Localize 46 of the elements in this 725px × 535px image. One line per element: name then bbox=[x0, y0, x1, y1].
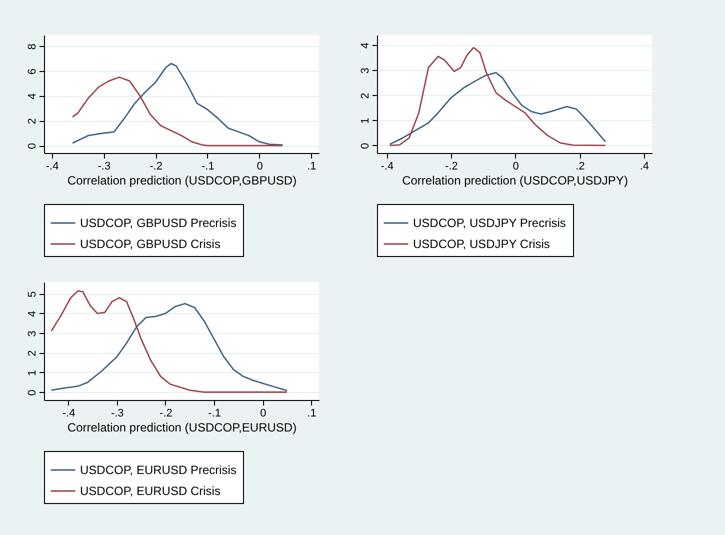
y-tick-label: 0 bbox=[360, 142, 372, 150]
y-tick-label: 4 bbox=[360, 42, 372, 49]
x-tick-label: -.1 bbox=[202, 160, 214, 172]
legend-label: USDCOP, GBPUSD Precrisis bbox=[80, 216, 236, 230]
y-tick-label: 2 bbox=[26, 350, 38, 356]
legend-label: USDCOP, EURUSD Precrisis bbox=[80, 463, 236, 477]
x-axis-title: Correlation prediction (USDCOP,GBPUSD) bbox=[67, 174, 297, 188]
x-tick-label: .1 bbox=[307, 160, 316, 172]
x-tick-label: -.4 bbox=[380, 160, 394, 172]
x-tick-label: -.2 bbox=[445, 160, 458, 172]
x-axis-title: Correlation prediction (USDCOP,USDJPY) bbox=[402, 174, 628, 188]
y-tick-label: 3 bbox=[26, 330, 38, 337]
x-axis-title: Correlation prediction (USDCOP,EURUSD) bbox=[67, 420, 297, 434]
x-tick-label: -.4 bbox=[62, 408, 76, 420]
y-tick-label: 8 bbox=[26, 44, 38, 50]
line-series bbox=[72, 62, 284, 146]
y-tick-label: 6 bbox=[26, 68, 38, 75]
x-tick-label: -.3 bbox=[110, 408, 124, 420]
y-tick-label: 4 bbox=[26, 310, 38, 318]
y-tick-label: 0 bbox=[26, 390, 38, 396]
x-tick-label: 0 bbox=[512, 160, 519, 172]
x-tick-label: .2 bbox=[576, 160, 585, 172]
y-tick-label: 0 bbox=[26, 142, 38, 150]
y-tick-label: 4 bbox=[26, 93, 38, 100]
x-tick-label: 0 bbox=[256, 160, 263, 172]
line-series bbox=[389, 72, 606, 145]
legend-label: USDCOP, GBPUSD Crisis bbox=[80, 237, 220, 251]
legend-label: USDCOP, EURUSD Crisis bbox=[80, 484, 220, 498]
legend-label: USDCOP, USDJPY Precrisis bbox=[413, 216, 566, 230]
x-tick-label: -.3 bbox=[98, 160, 111, 172]
line-series bbox=[389, 46, 606, 146]
y-tick-label: 2 bbox=[26, 118, 38, 124]
y-tick-label: 1 bbox=[360, 118, 372, 124]
x-tick-label: .4 bbox=[640, 160, 650, 172]
y-tick-label: 1 bbox=[26, 370, 38, 376]
x-tick-label: 0 bbox=[260, 408, 266, 420]
y-tick-label: 2 bbox=[360, 92, 372, 99]
line-series bbox=[72, 76, 284, 146]
x-tick-label: -.4 bbox=[46, 160, 59, 172]
y-tick-label: 5 bbox=[26, 291, 38, 298]
legend-label: USDCOP, USDJPY Crisis bbox=[413, 237, 550, 251]
y-tick-label: 3 bbox=[360, 68, 372, 74]
x-tick-label: -.2 bbox=[150, 160, 162, 172]
x-tick-label: -.2 bbox=[160, 408, 172, 420]
x-tick-label: .1 bbox=[307, 408, 316, 420]
x-tick-label: -.1 bbox=[208, 408, 221, 420]
